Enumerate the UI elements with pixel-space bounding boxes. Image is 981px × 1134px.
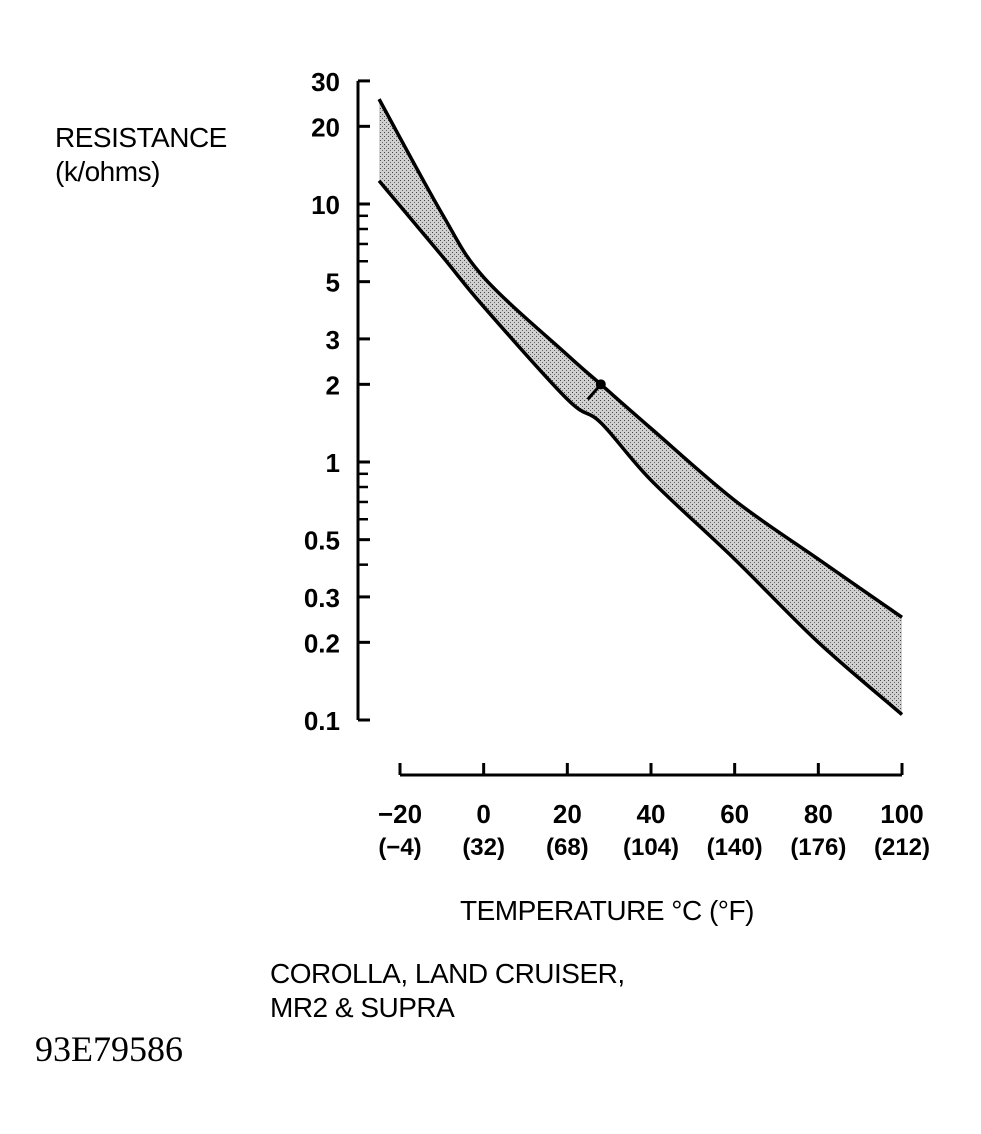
x-tick-label: 100	[880, 799, 923, 829]
x-tick-label-fahrenheit: (−4)	[378, 834, 421, 861]
y-tick-label: 0.2	[304, 628, 340, 658]
x-axis-label: TEMPERATURE °C (°F)	[460, 895, 754, 926]
caption-line1: COROLLA, LAND CRUISER,	[270, 958, 625, 989]
y-tick-label: 1	[326, 448, 340, 478]
x-tick-label: 60	[720, 799, 749, 829]
y-tick-label: 2	[326, 370, 340, 400]
x-tick-label: 80	[804, 799, 833, 829]
tolerance-band	[379, 99, 902, 715]
y-tick-label: 0.3	[304, 583, 340, 613]
lower-limit-line	[377, 179, 904, 716]
x-tick-label-fahrenheit: (212)	[874, 834, 930, 861]
upper-limit-line	[377, 98, 903, 619]
marker-tick	[586, 383, 602, 401]
x-tick-label-fahrenheit: (140)	[707, 834, 763, 861]
y-tick-label: 0.1	[304, 706, 340, 736]
caption-line2: MR2 & SUPRA	[270, 992, 455, 1023]
x-tick-label: −20	[378, 799, 422, 829]
figure-code: 93E79586	[35, 1029, 183, 1069]
y-tick-label: 30	[311, 67, 340, 97]
y-tick-label: 5	[326, 268, 340, 298]
x-tick-label: 0	[476, 799, 490, 829]
y-axis-label-line2: (k/ohms)	[55, 156, 160, 187]
y-tick-label: 3	[326, 325, 340, 355]
x-tick-label-fahrenheit: (68)	[546, 834, 589, 861]
x-tick-label-fahrenheit: (176)	[790, 834, 846, 861]
y-tick-label: 10	[311, 190, 340, 220]
x-tick-label-fahrenheit: (32)	[462, 834, 505, 861]
y-tick-label: 20	[311, 112, 340, 142]
y-tick-label: 0.5	[304, 526, 340, 556]
x-tick-label-fahrenheit: (104)	[623, 834, 679, 861]
x-tick-label: 20	[553, 799, 582, 829]
y-axis-label-line1: RESISTANCE	[55, 122, 227, 153]
x-tick-label: 40	[637, 799, 666, 829]
